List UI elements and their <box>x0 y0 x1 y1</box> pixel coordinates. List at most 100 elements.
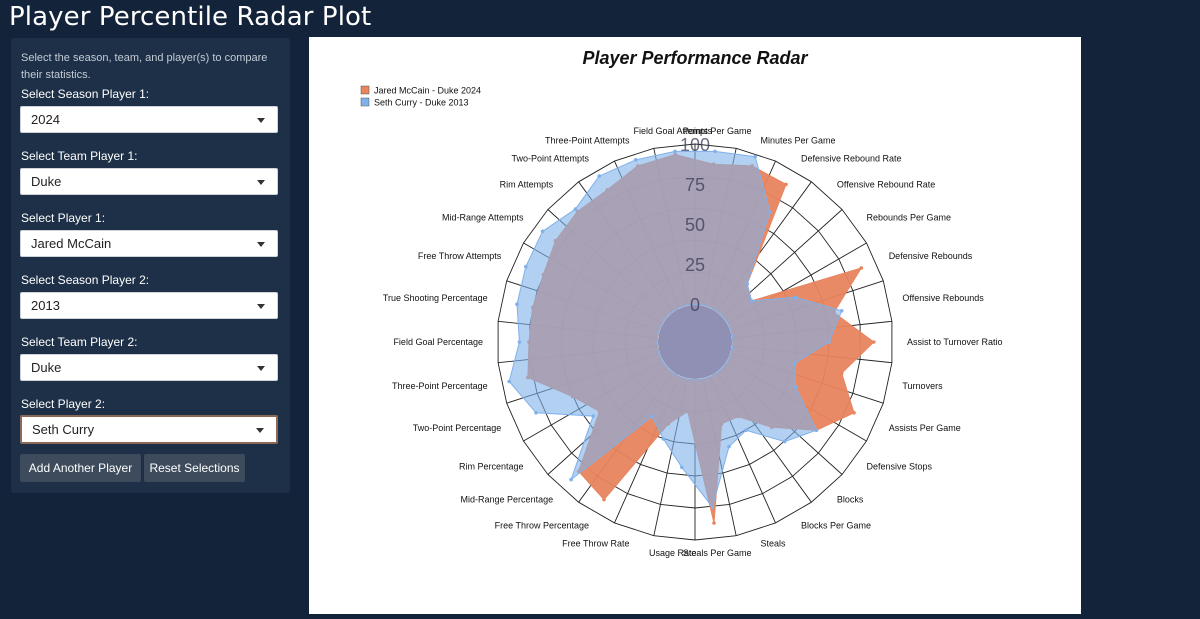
data-point <box>744 428 748 433</box>
data-point <box>710 505 715 509</box>
axis-category-label: Free Throw Attempts <box>418 251 502 261</box>
sidebar-panel: Select the season, team, and player(s) t… <box>11 38 290 493</box>
team-player2-value: Duke <box>31 360 62 375</box>
data-point <box>650 414 654 419</box>
season-player2-value: 2013 <box>31 298 60 313</box>
data-point <box>515 302 519 307</box>
data-point <box>713 149 717 154</box>
radial-tick-label: 75 <box>685 175 705 195</box>
axis-category-label: Assist to Turnover Ratio <box>907 337 1003 347</box>
axis-category-label: Steals <box>761 539 787 549</box>
data-point <box>793 361 797 366</box>
data-point <box>793 295 798 300</box>
data-point <box>597 174 601 178</box>
player1-label: Select Player 1: <box>21 211 106 225</box>
data-point <box>680 465 684 470</box>
data-point <box>507 379 511 384</box>
data-point <box>839 309 844 313</box>
data-point <box>634 158 638 162</box>
chevron-down-icon <box>257 180 265 185</box>
radar-plot-panel: Player Performance Radar Jared McCain - D… <box>309 37 1081 614</box>
axis-category-label: Points Per Game <box>683 126 752 136</box>
player1-value: Jared McCain <box>31 236 112 251</box>
chevron-down-icon <box>256 428 264 433</box>
axis-category-label: Assists Per Game <box>889 423 961 433</box>
player1-select[interactable]: Jared McCain <box>20 230 278 257</box>
axis-category-label: Three-Point Attempts <box>545 135 630 145</box>
data-point <box>753 154 757 159</box>
radial-tick-label: 0 <box>690 295 700 315</box>
axis-category-label: Two-Point Attempts <box>511 153 589 163</box>
axis-category-label: Offensive Rebounds <box>902 293 984 303</box>
data-point <box>540 229 545 234</box>
data-point <box>782 439 787 444</box>
legend-label: Jared McCain - Duke 2024 <box>374 86 481 96</box>
season-player1-label: Select Season Player 1: <box>21 87 150 101</box>
data-point <box>517 340 522 344</box>
team-player1-value: Duke <box>31 174 62 189</box>
page-background-right <box>1081 0 1200 614</box>
axis-category-label: Rebounds Per Game <box>867 212 952 222</box>
radial-tick-label: 25 <box>685 255 705 275</box>
legend-swatch <box>360 97 370 107</box>
radar-chart: Player Performance Radar Jared McCain - D… <box>360 48 1003 558</box>
axis-category-label: Free Throw Rate <box>562 539 629 549</box>
data-point <box>852 411 856 415</box>
data-point <box>827 340 831 344</box>
data-point <box>602 497 606 502</box>
sidebar-description: Select the season, team, and player(s) t… <box>21 52 268 81</box>
chevron-down-icon <box>257 366 265 371</box>
chevron-down-icon <box>257 304 265 309</box>
data-point <box>768 210 772 214</box>
season-player1-select[interactable]: 2024 <box>20 106 278 133</box>
axis-category-label: Turnovers <box>902 381 943 391</box>
radial-tick-label: 100 <box>680 135 710 155</box>
axis-category-label: Rim Attempts <box>500 180 554 190</box>
team-player1-select[interactable]: Duke <box>20 168 278 195</box>
axis-category-label: Defensive Rebounds <box>889 251 973 261</box>
data-point <box>573 207 578 211</box>
data-point <box>591 414 595 418</box>
axis-category-label: Three-Point Percentage <box>392 381 488 391</box>
axis-category-label: True Shooting Percentage <box>383 293 488 303</box>
data-point <box>859 266 864 270</box>
player2-label: Select Player 2: <box>21 397 106 411</box>
data-point <box>569 477 573 482</box>
axis-category-label: Field Goal Attempts <box>634 126 713 136</box>
axis-category-label: Free Throw Percentage <box>495 521 589 531</box>
chart-title: Player Performance Radar <box>582 48 808 68</box>
data-point <box>673 149 677 154</box>
axis-category-label: Two-Point Percentage <box>413 423 502 433</box>
radial-tick-label: 50 <box>685 215 705 235</box>
reset-selections-button[interactable]: Reset Selections <box>144 454 245 482</box>
season-player2-select[interactable]: 2013 <box>20 292 278 319</box>
player2-value: Seth Curry <box>32 422 95 437</box>
axis-category-label: Rim Percentage <box>459 462 524 472</box>
data-point <box>872 340 876 344</box>
player2-select[interactable]: Seth Curry <box>20 415 278 444</box>
axis-category-label: Minutes Per Game <box>761 135 836 145</box>
team-player2-label: Select Team Player 2: <box>21 335 138 349</box>
season-player2-label: Select Season Player 2: <box>21 273 150 287</box>
data-point <box>712 521 716 525</box>
legend-swatch <box>360 85 370 95</box>
data-point <box>661 437 666 441</box>
data-point <box>784 182 788 187</box>
axis-category-label: Blocks <box>837 495 864 505</box>
axis-category-label: Mid-Range Attempts <box>442 212 524 222</box>
axis-category-label: Usage Rate <box>649 548 697 558</box>
data-point <box>745 282 749 286</box>
axis-category-label: Blocks Per Game <box>801 521 871 531</box>
data-point <box>534 411 538 415</box>
data-point <box>524 264 528 269</box>
axis-category-label: Defensive Rebound Rate <box>801 153 902 163</box>
data-point <box>727 444 731 449</box>
app-title: Player Percentile Radar Plot <box>9 2 372 32</box>
team-player1-label: Select Team Player 1: <box>21 149 138 163</box>
chevron-down-icon <box>257 242 265 247</box>
add-player-button[interactable]: Add Another Player <box>20 454 141 482</box>
team-player2-select[interactable]: Duke <box>20 354 278 381</box>
legend-label: Seth Curry - Duke 2013 <box>374 98 469 108</box>
axis-category-label: Offensive Rebound Rate <box>837 180 935 190</box>
chevron-down-icon <box>257 118 265 123</box>
